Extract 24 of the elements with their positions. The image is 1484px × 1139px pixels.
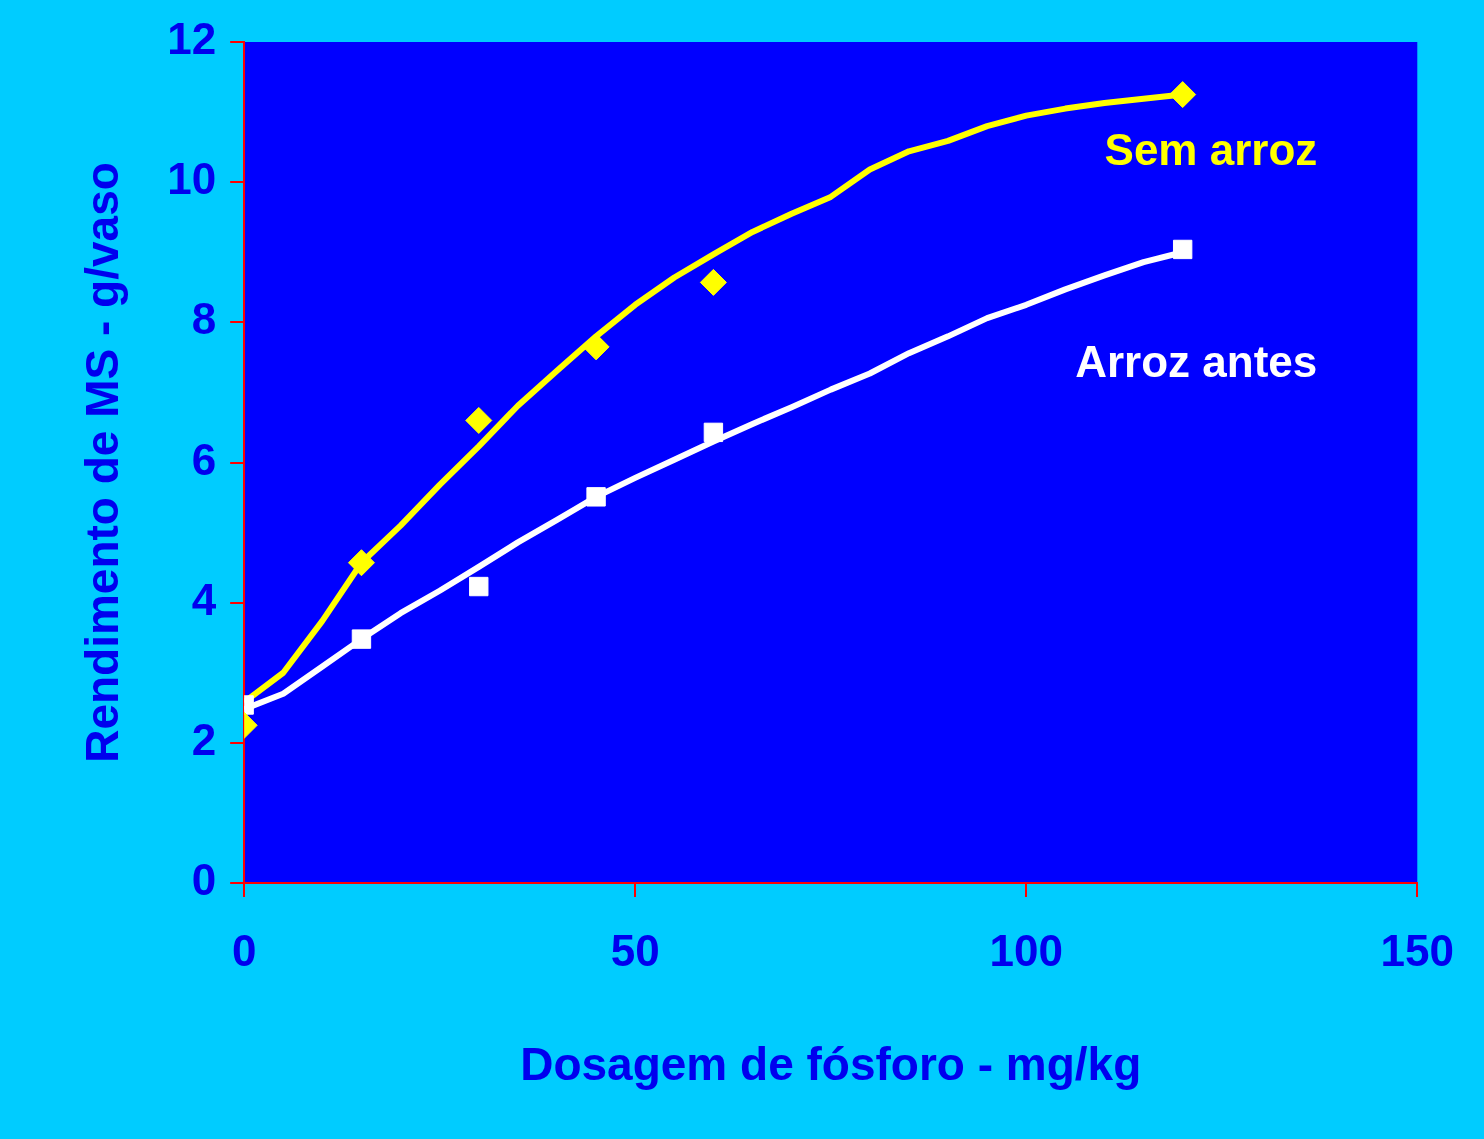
x-tick-label: 100 bbox=[989, 925, 1063, 975]
y-tick-label: 4 bbox=[191, 574, 217, 624]
point bbox=[351, 629, 372, 649]
y-tick-label: 10 bbox=[167, 154, 217, 204]
text: Arroz antes bbox=[1075, 336, 1318, 386]
series-label: Sem arroz bbox=[1104, 124, 1318, 174]
y-tick-label: 12 bbox=[167, 14, 217, 64]
point bbox=[465, 406, 493, 434]
point bbox=[347, 549, 375, 577]
y-axis-title: Rendimento de MS - g/vaso bbox=[76, 162, 129, 763]
x-axis-title: Dosagem de fósforo - mg/kg bbox=[520, 1038, 1142, 1091]
x-tick-label: 150 bbox=[1380, 925, 1454, 975]
x-tick-label: 0 bbox=[231, 925, 257, 975]
y-tick-label: 0 bbox=[191, 855, 217, 905]
y-tick-label: 6 bbox=[191, 434, 217, 484]
x-tick-label: 50 bbox=[610, 925, 660, 975]
point bbox=[703, 422, 724, 443]
point bbox=[1172, 239, 1193, 260]
point bbox=[699, 268, 727, 296]
point bbox=[586, 487, 606, 507]
point bbox=[469, 576, 489, 597]
y-tick-label: 8 bbox=[191, 294, 217, 344]
point bbox=[1169, 81, 1197, 109]
y-tick-label: 2 bbox=[191, 714, 217, 764]
